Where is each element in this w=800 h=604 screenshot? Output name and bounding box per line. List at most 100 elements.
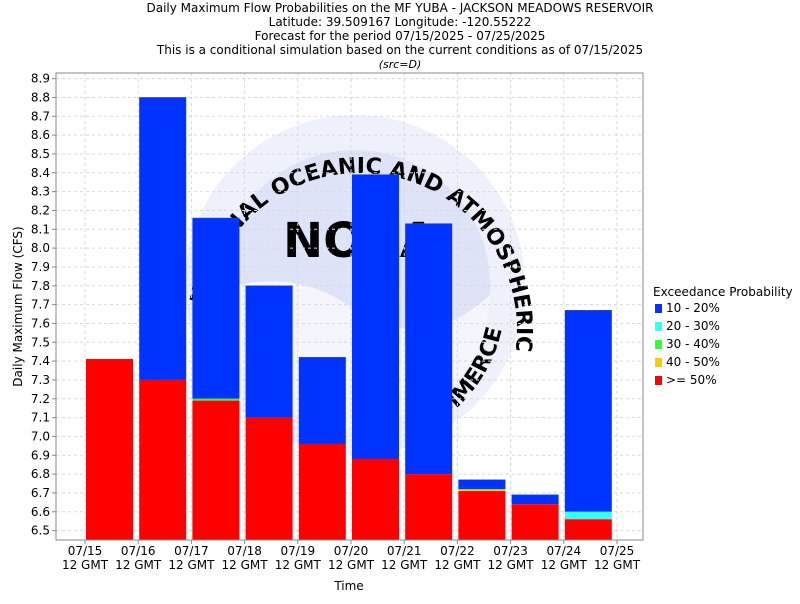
x-tick-time: 12 GMT <box>168 558 215 572</box>
x-tick-date: 07/20 <box>334 544 369 558</box>
bar-segment <box>192 400 240 540</box>
bar-segment <box>139 379 187 540</box>
legend-item: 20 - 30% <box>655 319 720 333</box>
chart-title-line: This is a conditional simulation based o… <box>156 43 643 57</box>
bar-segment <box>352 174 399 460</box>
chart-title-line: Daily Maximum Flow Probabilities on the … <box>147 1 654 15</box>
bar-segment <box>405 474 453 540</box>
bar-group-07-20 <box>352 174 399 540</box>
bar-group-07-17 <box>192 217 240 540</box>
bar-segment <box>511 504 559 540</box>
bar-group-07-15 <box>86 358 133 540</box>
bar-group-07-16 <box>139 97 187 540</box>
chart-subtitle: (src=D) <box>379 58 422 71</box>
bar-segment <box>405 223 453 475</box>
x-tick-time: 12 GMT <box>62 558 109 572</box>
bar-segment <box>511 494 559 505</box>
y-tick-label: 6.8 <box>31 467 50 481</box>
y-tick-label: 8.4 <box>31 166 50 180</box>
x-tick-date: 07/19 <box>281 544 316 558</box>
bar-segment <box>564 519 612 540</box>
x-tick-time: 12 GMT <box>541 558 588 572</box>
bar-segment <box>458 490 506 492</box>
x-tick-date: 07/25 <box>600 544 635 558</box>
x-tick-time: 12 GMT <box>222 558 269 572</box>
chart-title-line: Latitude: 39.509167 Longitude: -120.5522… <box>269 15 532 29</box>
legend-label: 10 - 20% <box>666 301 720 315</box>
x-tick-date: 07/18 <box>227 544 262 558</box>
bar-segment <box>298 357 346 444</box>
x-tick-time: 12 GMT <box>328 558 375 572</box>
y-tick-label: 6.9 <box>31 448 50 462</box>
y-tick-label: 7.6 <box>31 316 50 330</box>
x-tick-time: 12 GMT <box>488 558 535 572</box>
x-tick-date: 07/21 <box>387 544 422 558</box>
y-tick-label: 7.1 <box>31 411 50 425</box>
axes: 6.5 6.6 6.7 6.8 6.9 7.0 7.1 7.2 7.3 7.4 7.5 7.6 7.7 7… <box>11 72 644 593</box>
y-tick-label: 7.7 <box>31 298 50 312</box>
bar-group-07-22 <box>458 479 506 540</box>
bar-segment <box>458 479 506 490</box>
legend-swatch <box>655 304 662 313</box>
bar-segment <box>139 97 187 380</box>
y-tick-label: 7.0 <box>31 429 50 443</box>
x-tick-time: 12 GMT <box>594 558 641 572</box>
y-tick-label: 7.4 <box>31 354 50 368</box>
bar-group-07-21 <box>405 223 453 540</box>
x-tick-date: 07/15 <box>68 544 103 558</box>
chart-title-line: Forecast for the period 07/15/2025 - 07/… <box>255 29 546 43</box>
x-tick-date: 07/22 <box>440 544 475 558</box>
y-tick-label: 8.8 <box>31 90 50 104</box>
x-tick-date: 07/24 <box>547 544 582 558</box>
y-tick-label: 8.5 <box>31 147 50 161</box>
y-tick-label: 6.5 <box>31 524 50 538</box>
legend-title: Exceedance Probability <box>653 285 793 299</box>
bar-group-07-18 <box>245 285 293 540</box>
chart-titles: Daily Maximum Flow Probabilities on the … <box>147 1 654 71</box>
legend: Exceedance Probability 10 - 20% 20 - 30% 30… <box>653 285 793 387</box>
bar-segment <box>352 459 399 540</box>
legend-item: 30 - 40% <box>655 337 720 351</box>
legend-label: 20 - 30% <box>666 319 720 333</box>
y-tick-label: 7.5 <box>31 335 50 349</box>
legend-label: 30 - 40% <box>666 337 720 351</box>
bar-segment <box>245 417 293 540</box>
y-tick-label: 8.6 <box>31 128 50 142</box>
legend-item: 10 - 20% <box>655 301 720 315</box>
legend-label: >= 50% <box>666 373 717 387</box>
bar-segment <box>245 285 293 418</box>
legend-swatch <box>655 322 662 331</box>
bar-group-07-24 <box>564 309 612 540</box>
y-tick-label: 7.9 <box>31 260 50 274</box>
bar-segment <box>564 310 612 512</box>
x-tick-time: 12 GMT <box>115 558 162 572</box>
y-tick-label: 8.2 <box>31 203 50 217</box>
y-tick-label: 7.2 <box>31 392 50 406</box>
y-tick-label: 8.0 <box>31 241 50 255</box>
y-tick-label: 7.3 <box>31 373 50 387</box>
x-tick-time: 12 GMT <box>381 558 428 572</box>
bar-group-07-23 <box>511 494 559 540</box>
y-tick-label: 7.8 <box>31 279 50 293</box>
x-tick-date: 07/17 <box>174 544 209 558</box>
y-tick-label: 8.1 <box>31 222 50 236</box>
y-tick-label: 6.6 <box>31 505 50 519</box>
plot-border <box>55 72 644 541</box>
legend-label: 40 - 50% <box>666 355 720 369</box>
x-tick-time: 12 GMT <box>434 558 481 572</box>
bar-segment <box>298 443 346 540</box>
bar-segment <box>192 217 240 399</box>
legend-swatch <box>655 358 662 367</box>
y-axis-label: Daily Maximum Flow (CFS) <box>11 226 25 386</box>
bar-segment <box>86 359 133 540</box>
bar-segment <box>458 489 506 491</box>
bar-segment <box>564 511 612 520</box>
bar-segment <box>458 491 506 540</box>
y-tick-label: 8.9 <box>31 72 50 86</box>
y-tick-label: 8.7 <box>31 109 50 123</box>
legend-item: 40 - 50% <box>655 355 720 369</box>
x-axis-label: Time <box>333 579 363 593</box>
bar-segment <box>192 398 240 401</box>
